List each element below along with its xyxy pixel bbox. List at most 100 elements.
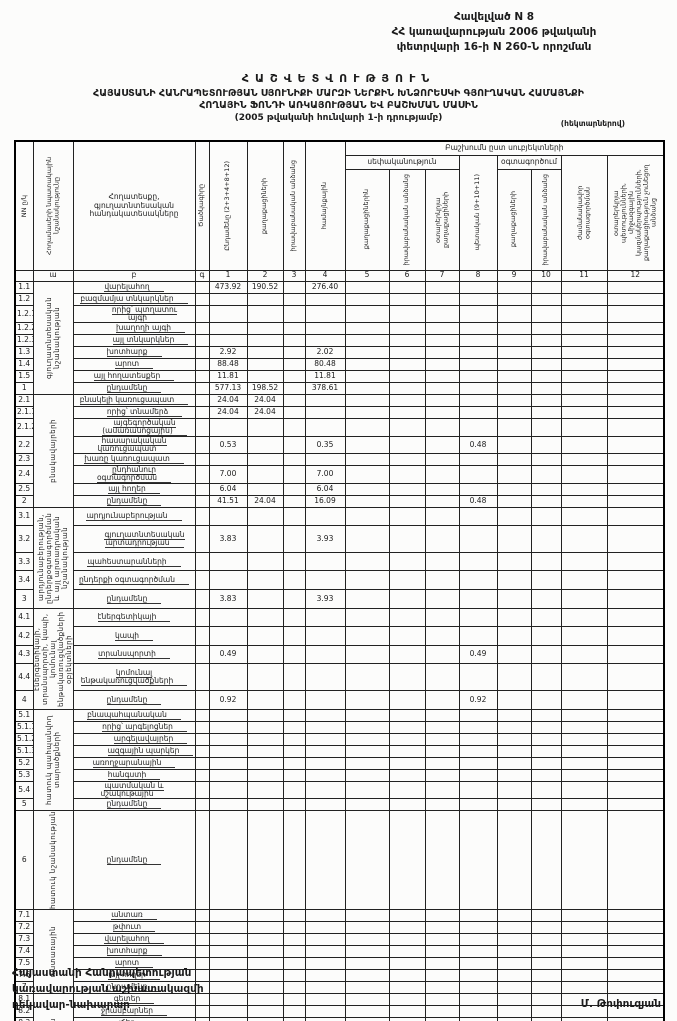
value-cell-col11 — [560, 418, 608, 437]
row-number-cell: 2.5 — [14, 482, 34, 496]
value-cell-col10 — [530, 322, 562, 335]
row-number-cell: 5.1.1 — [14, 720, 34, 734]
value-cell-col8 — [458, 956, 498, 970]
code-cell — [194, 798, 210, 811]
value-cell-col8 — [458, 482, 498, 496]
value-cell-col4 — [304, 644, 346, 664]
value-cell-col3 — [282, 908, 306, 922]
value-cell-col3 — [282, 756, 306, 770]
value-cell-col4 — [304, 1004, 346, 1018]
value-cell-col2 — [246, 708, 284, 722]
value-cell-col5 — [344, 418, 390, 437]
value-cell-col8: 0.48 — [458, 494, 498, 508]
value-cell-col7 — [424, 394, 460, 407]
row-label-cell: որից՝ պտղատու այգի — [72, 304, 196, 323]
value-cell-col3 — [282, 1004, 306, 1018]
value-cell-col3 — [282, 780, 306, 799]
table-row-5.4: 5.4 պատմական և մշակութային — [14, 780, 665, 799]
value-cell-col11 — [560, 304, 608, 323]
value-cell-col6 — [388, 708, 426, 722]
value-cell-col7 — [424, 920, 460, 934]
row-number-cell: 2.1 — [14, 394, 34, 407]
value-cell-col2 — [246, 435, 284, 454]
value-cell-col3 — [282, 453, 306, 466]
code-cell — [194, 322, 210, 335]
value-cell-col5 — [344, 920, 390, 934]
header-purpose: Հողամասերի նպատակային նշանակությունը — [32, 140, 74, 271]
table-row-1.2.1: 1.2.1 որից՝ պտղատու այգի — [14, 304, 665, 323]
row-label-cell: անտառ — [72, 908, 196, 922]
value-cell-col1 — [208, 1004, 248, 1018]
value-cell-col9 — [496, 732, 532, 746]
value-cell-col7 — [424, 980, 460, 994]
code-cell — [194, 720, 210, 734]
table-row-2: 2 ընդամենը 41.51 24.04 16.09 0.48 — [14, 494, 665, 508]
column-letters-row: ա բ գ 1 2 3 4 5 6 7 8 9 10 11 12 — [14, 269, 665, 282]
value-cell-col5 — [344, 588, 390, 609]
value-cell-col3 — [282, 506, 306, 526]
value-cell-col7 — [424, 570, 460, 590]
table-row-1.1: 1.1 գյուղատնտեսական նշանակության վարելահող… — [14, 280, 665, 395]
value-cell-col11 — [560, 570, 608, 590]
value-cell-col8 — [458, 453, 498, 466]
value-cell-col4: 2.02 — [304, 346, 346, 359]
value-cell-col10 — [530, 920, 562, 934]
code-cell — [194, 744, 210, 758]
header-col4-community: համայնքային — [304, 140, 346, 271]
value-cell-col11 — [560, 382, 608, 395]
value-cell-col7 — [424, 744, 460, 758]
value-cell-col6 — [388, 346, 426, 359]
value-cell-col9 — [496, 346, 532, 359]
value-cell-col2 — [246, 1004, 284, 1018]
table-row-3: 3 ընդամենը 3.83 3.93 — [14, 588, 665, 609]
value-cell-col5 — [344, 394, 390, 407]
value-cell-col12 — [606, 358, 665, 371]
table-row-1.2.2: 1.2.2 խաղողի այգի — [14, 322, 665, 335]
value-cell-col12 — [606, 1016, 665, 1021]
table-row-4.1: 4.1 էներգետիկայի, տրանսպորտի, կապի, կոմու… — [14, 607, 665, 710]
value-cell-col4 — [304, 720, 346, 734]
appendix-line-3: փետրվարի 16-ի N 260-Ն որոշման — [396, 41, 592, 54]
value-cell-col5 — [344, 1016, 390, 1021]
code-cell — [194, 756, 210, 770]
value-cell-col4 — [304, 453, 346, 466]
value-cell-col2 — [246, 551, 284, 572]
value-cell-col10 — [530, 1016, 562, 1021]
value-cell-col5 — [344, 756, 390, 770]
table-row-2.2: 2.2 հասարակական կառուցապատ 0.53 0.35 0.48 — [14, 435, 665, 454]
value-cell-col3 — [282, 394, 306, 407]
column-letter-6: 6 — [388, 269, 426, 282]
row-label-cell: այգեգործական (ամառանոցային) — [72, 418, 196, 437]
value-cell-col7 — [424, 1016, 460, 1021]
row-label-cell: որից՝ արգելոցներ — [72, 720, 196, 734]
value-cell-col3 — [282, 525, 306, 553]
table-row-8.1: 8.1ջրայինգետեր — [14, 992, 665, 1021]
value-cell-col1: 11.81 — [208, 370, 248, 383]
table-row-2.1.2: 2.1.2 այգեգործական (ամառանոցային) — [14, 418, 665, 437]
header-group-ownership: սեփականություն — [344, 154, 460, 170]
row-label-cell: խաղողի այգի — [72, 322, 196, 335]
value-cell-col4 — [304, 394, 346, 407]
value-cell-col2 — [246, 506, 284, 526]
value-cell-col6 — [388, 304, 426, 323]
value-cell-col2: 24.04 — [246, 406, 284, 419]
value-cell-col6 — [388, 732, 426, 746]
value-cell-col1 — [208, 292, 248, 306]
value-cell-col7 — [424, 406, 460, 419]
value-cell-col9 — [496, 689, 532, 710]
value-cell-col7 — [424, 292, 460, 306]
value-cell-col9 — [496, 768, 532, 782]
value-cell-col12 — [606, 382, 665, 395]
value-cell-col6 — [388, 418, 426, 437]
value-cell-col9 — [496, 406, 532, 419]
code-cell — [194, 663, 210, 691]
value-cell-col4 — [304, 418, 346, 437]
code-cell — [194, 346, 210, 359]
value-cell-col3 — [282, 980, 306, 994]
code-cell — [194, 494, 210, 508]
row-number-cell: 5.2 — [14, 756, 34, 770]
value-cell-col5 — [344, 663, 390, 691]
value-cell-col7 — [424, 304, 460, 323]
value-cell-col4: 3.93 — [304, 588, 346, 609]
